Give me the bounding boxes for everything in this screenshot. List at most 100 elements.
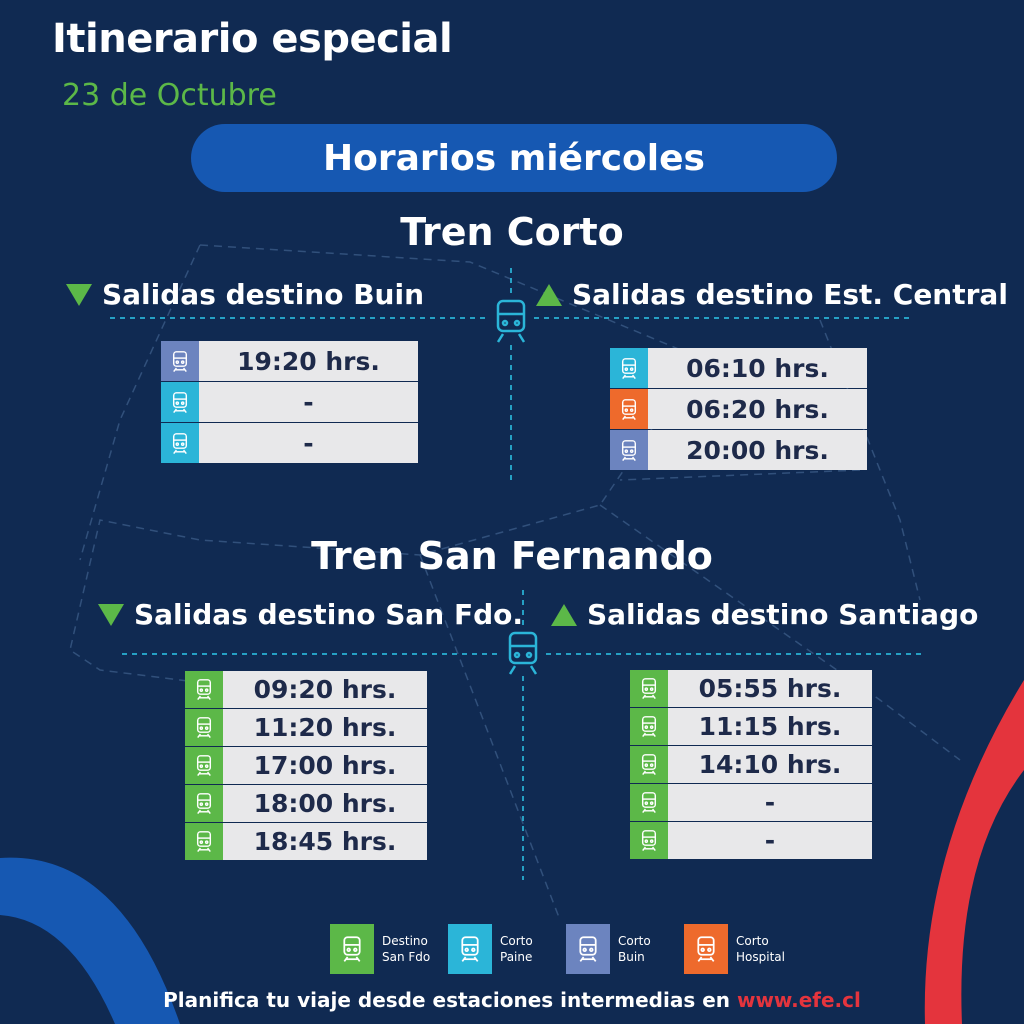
table-corto-est-central: 06:10 hrs. 06:20 hrs. 20:00 hrs. [610, 348, 867, 471]
table-row: 09:20 hrs. [185, 671, 427, 708]
departure-time: 14:10 hrs. [668, 746, 872, 783]
legend-train-icon [684, 924, 728, 974]
legend-label-line1: Corto [736, 934, 769, 948]
train-type-icon [185, 671, 223, 708]
heading-label: Salidas destino Santiago [587, 598, 979, 631]
table-row: 14:10 hrs. [630, 746, 872, 783]
table-row: 17:00 hrs. [185, 747, 427, 784]
train-icon [641, 754, 657, 776]
train-icon [196, 717, 212, 739]
departure-time: - [668, 784, 872, 821]
departure-time: 11:20 hrs. [223, 709, 427, 746]
train-icon-san-fernando [508, 631, 538, 675]
departure-time: 09:20 hrs. [223, 671, 427, 708]
legend-label-line2: Paine [500, 950, 533, 964]
train-icon [641, 678, 657, 700]
down-arrow-icon [66, 283, 92, 306]
departure-time: 17:00 hrs. [223, 747, 427, 784]
train-icon [579, 936, 597, 963]
table-row: 18:00 hrs. [185, 785, 427, 822]
table-row: - [161, 423, 418, 463]
train-icon [343, 936, 361, 963]
legend-train-icon [566, 924, 610, 974]
legend-train-icon [448, 924, 492, 974]
train-icon [641, 792, 657, 814]
schedule-banner-label: Horarios miércoles [323, 137, 705, 179]
legend-label: Corto Paine [500, 933, 552, 965]
train-type-icon [630, 746, 668, 783]
train-icon [172, 432, 188, 454]
schedule-banner: Horarios miércoles [191, 124, 837, 192]
train-type-icon [185, 823, 223, 860]
down-arrow-icon [98, 603, 124, 626]
train-type-icon [161, 382, 199, 422]
train-icon [461, 936, 479, 963]
up-arrow-icon [536, 283, 562, 306]
table-san-fernando-sanfdo: 09:20 hrs. 11:20 hrs. 17:00 hrs. 18:00 hrs.… [185, 671, 427, 861]
train-icon [697, 936, 715, 963]
heading-destino-est-central: Salidas destino Est. Central [536, 278, 1008, 311]
train-icon [196, 831, 212, 853]
departure-time: - [199, 423, 418, 463]
legend-label: Corto Buin [618, 933, 670, 965]
train-type-icon [161, 341, 199, 381]
heading-destino-buin: Salidas destino Buin [66, 278, 424, 311]
departure-time: 06:20 hrs. [648, 389, 867, 429]
train-icon [641, 716, 657, 738]
table-row: 20:00 hrs. [610, 430, 867, 470]
departure-time: - [668, 822, 872, 859]
page-date: 23 de Octubre [62, 78, 277, 113]
footer: Planifica tu viaje desde estaciones inte… [0, 988, 1024, 1012]
table-row: 11:20 hrs. [185, 709, 427, 746]
table-row: 06:20 hrs. [610, 389, 867, 429]
train-type-icon [630, 784, 668, 821]
legend-label: Destino San Fdo [382, 933, 434, 965]
train-type-icon [185, 747, 223, 784]
legend-label-line2: Buin [618, 950, 645, 964]
train-icon [196, 679, 212, 701]
up-arrow-icon [551, 603, 577, 626]
departure-time: 19:20 hrs. [199, 341, 418, 381]
section-title-tren-corto: Tren Corto [400, 210, 624, 254]
train-type-icon [610, 348, 648, 388]
heading-label: Salidas destino Buin [102, 278, 425, 311]
legend-item: Corto Buin [566, 924, 670, 974]
departure-time: 18:45 hrs. [223, 823, 427, 860]
legend-item: Corto Hospital [684, 924, 788, 974]
train-icon [196, 793, 212, 815]
departure-time: 06:10 hrs. [648, 348, 867, 388]
departure-time: 11:15 hrs. [668, 708, 872, 745]
legend-label-line1: Corto [618, 934, 651, 948]
train-type-icon [630, 822, 668, 859]
departure-time: 18:00 hrs. [223, 785, 427, 822]
table-corto-buin: 19:20 hrs. - - [161, 341, 418, 464]
departure-time: 20:00 hrs. [648, 430, 867, 470]
legend-item: Corto Paine [448, 924, 552, 974]
legend: Destino San Fdo Corto Paine Corto Buin Corto Ho… [330, 924, 802, 974]
train-type-icon [610, 430, 648, 470]
legend-label-line2: San Fdo [382, 950, 431, 964]
train-type-icon [161, 423, 199, 463]
train-type-icon [185, 709, 223, 746]
train-icon-corto [496, 299, 526, 343]
table-row: 19:20 hrs. [161, 341, 418, 381]
legend-label-line2: Hospital [736, 950, 785, 964]
train-icon [172, 391, 188, 413]
footer-link[interactable]: www.efe.cl [736, 988, 861, 1012]
heading-label: Salidas destino Est. Central [572, 278, 1008, 311]
table-row: 06:10 hrs. [610, 348, 867, 388]
train-icon [641, 830, 657, 852]
train-type-icon [630, 708, 668, 745]
table-row: - [630, 822, 872, 859]
departure-time: 05:55 hrs. [668, 670, 872, 707]
train-icon [621, 439, 637, 461]
footer-text: Planifica tu viaje desde estaciones inte… [163, 988, 737, 1012]
departure-time: - [199, 382, 418, 422]
train-icon [172, 350, 188, 372]
train-icon [196, 755, 212, 777]
table-san-fernando-santiago: 05:55 hrs. 11:15 hrs. 14:10 hrs. - - [630, 670, 872, 860]
train-icon [621, 357, 637, 379]
section-title-tren-san-fernando: Tren San Fernando [311, 534, 713, 578]
train-type-icon [610, 389, 648, 429]
